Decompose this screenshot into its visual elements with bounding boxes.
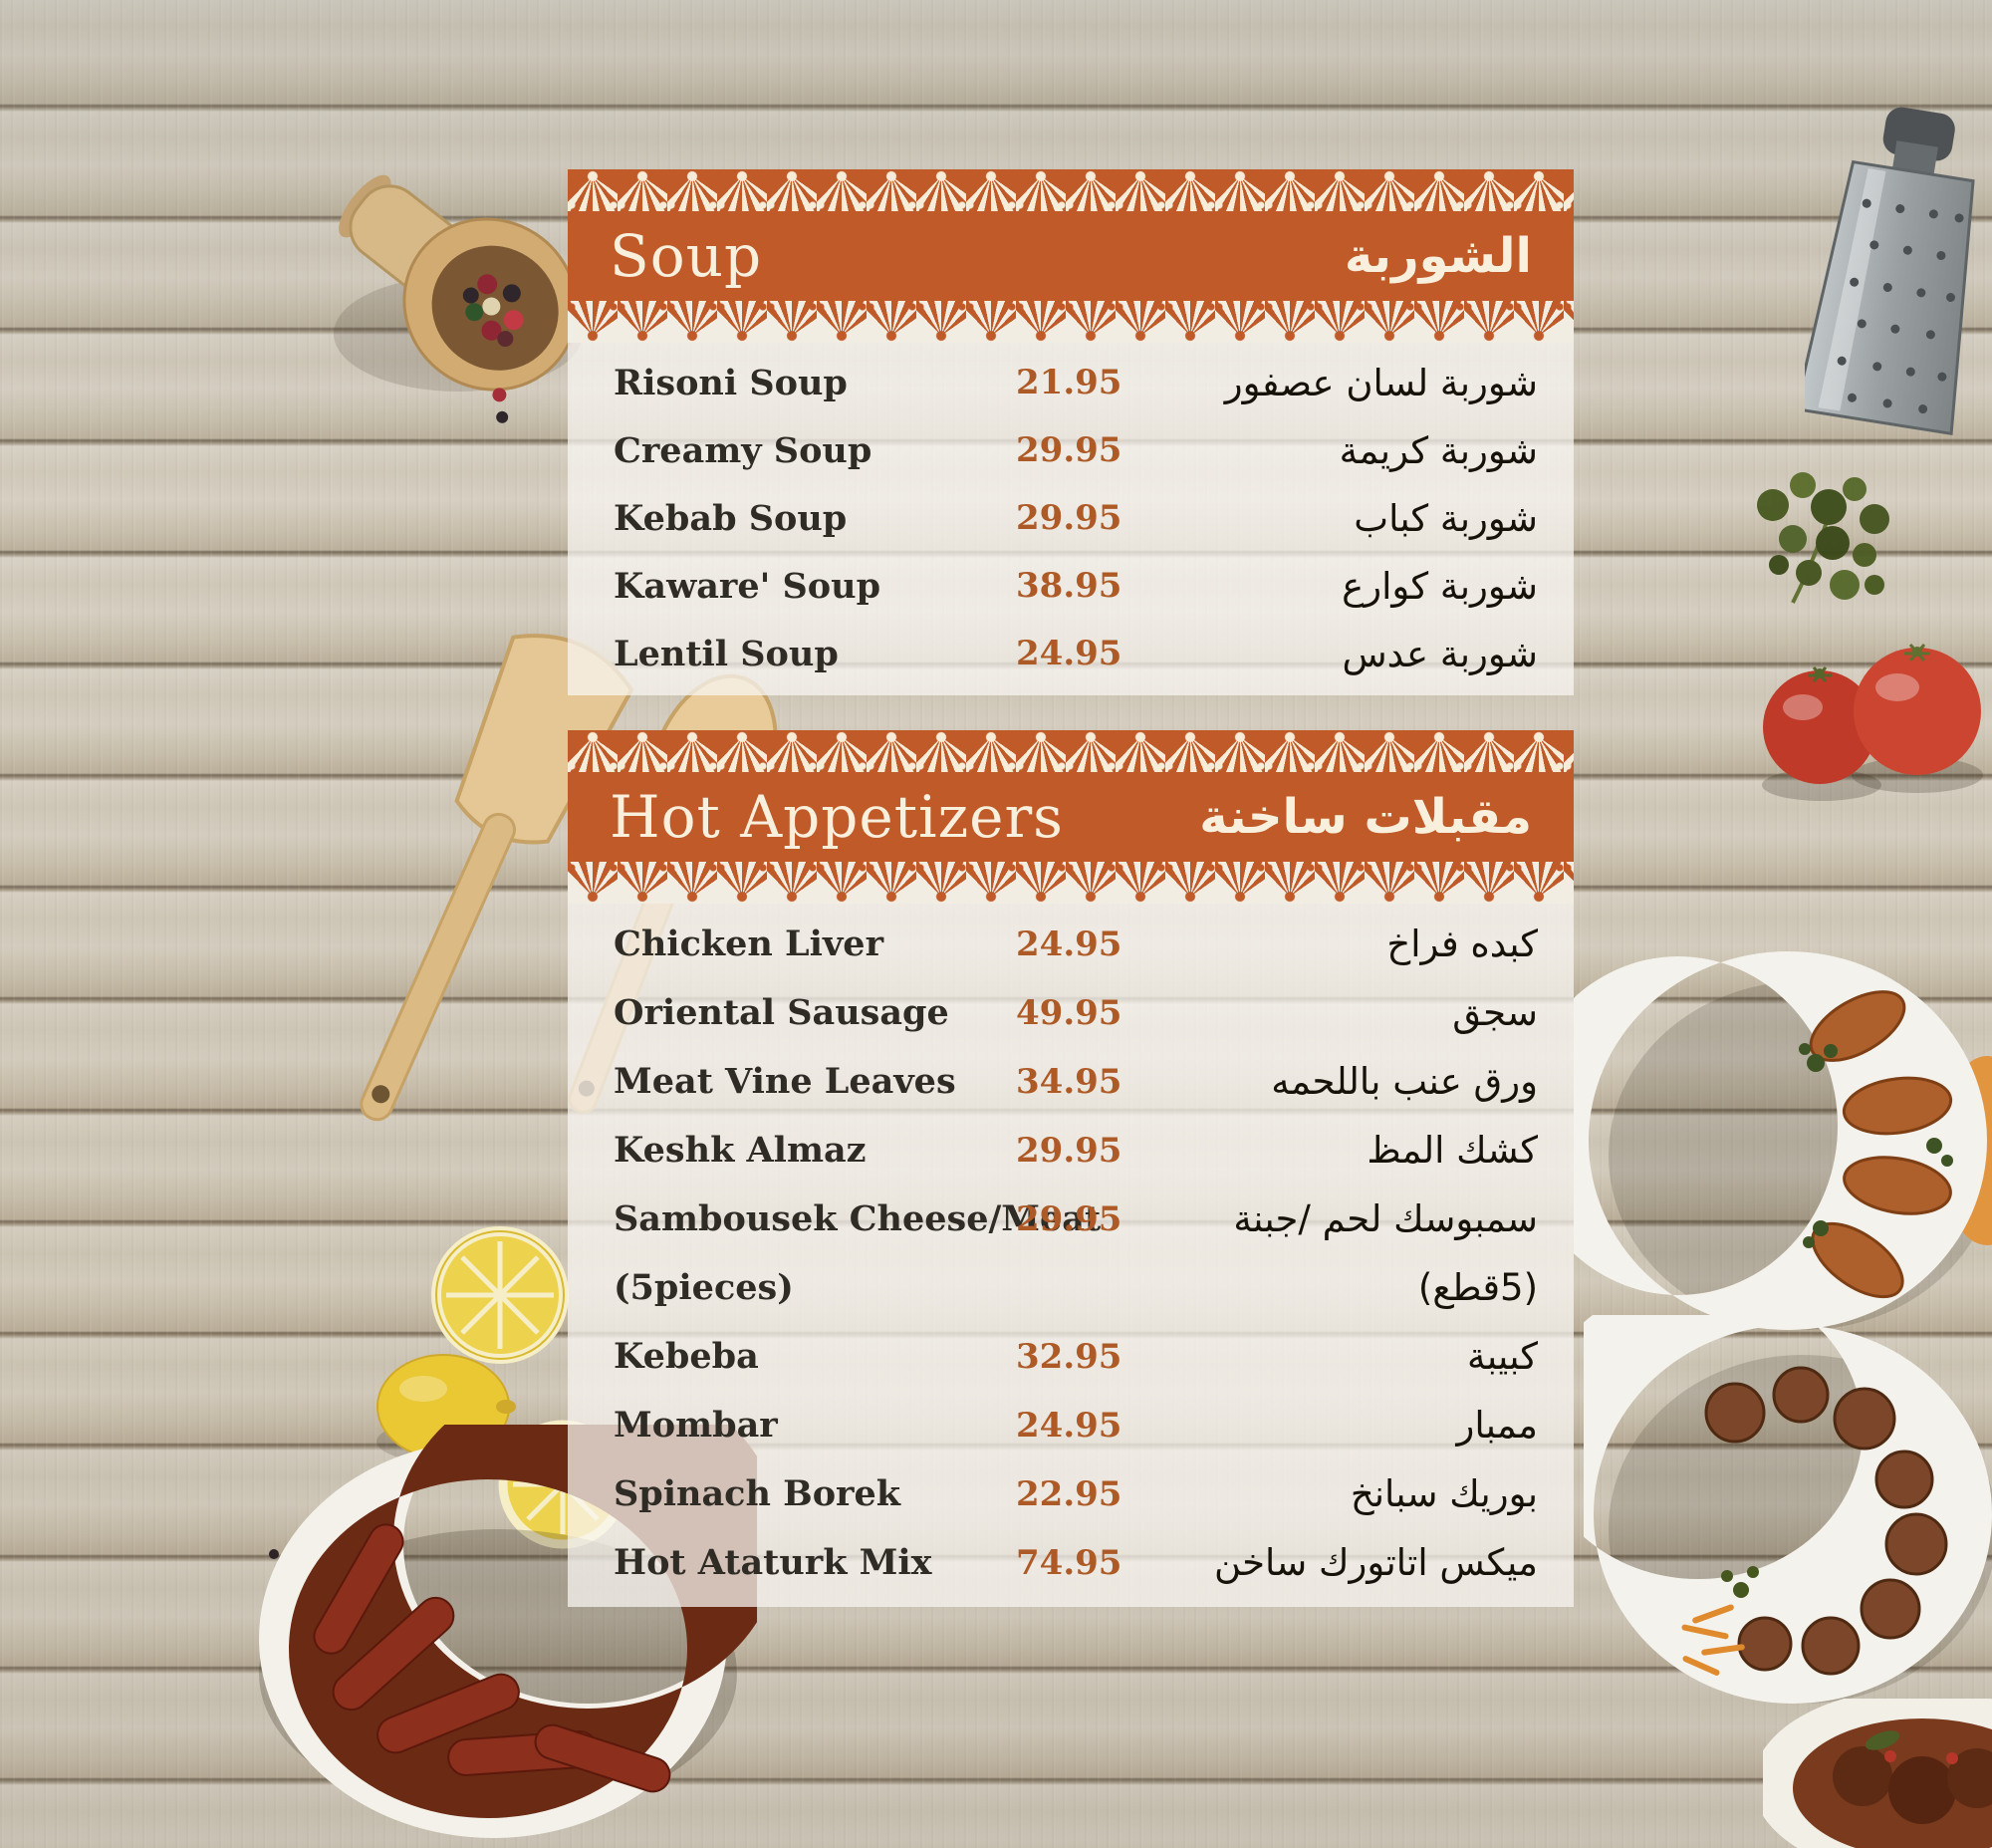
item-name-ar: شوربة عدس <box>1342 632 1538 675</box>
item-price: 29.95 <box>1016 1198 1122 1239</box>
menu-item-row: Chicken Liver 24.95 كبده فراخ <box>568 910 1574 978</box>
item-name-en: Lentil Soup <box>614 633 839 674</box>
item-name-ar: ميكس اتاتورك ساخن <box>1213 1541 1538 1584</box>
lace-border-bottom <box>568 301 1574 343</box>
item-price: 29.95 <box>1016 1130 1122 1171</box>
menu-item-row: Creamy Soup 29.95 شوربة كريمة <box>568 416 1574 484</box>
item-name-en: Creamy Soup <box>614 429 872 471</box>
menu-item-row: Risoni Soup 21.95 شوربة لسان عصفور <box>568 349 1574 416</box>
item-price: 32.95 <box>1016 1336 1122 1377</box>
item-price: 24.95 <box>1016 924 1122 964</box>
lace-border-bottom <box>568 862 1574 904</box>
item-name-en: Kebeba <box>614 1336 759 1377</box>
item-name-ar: شوربة لسان عصفور <box>1224 361 1538 404</box>
menu-item-row: Oriental Sausage 49.95 سجق <box>568 978 1574 1047</box>
item-name-en: Risoni Soup <box>614 362 848 403</box>
item-name-ar: بوريك سبانخ <box>1350 1472 1538 1515</box>
menu-item-row: Hot Ataturk Mix 74.95 ميكس اتاتورك ساخن <box>568 1528 1574 1597</box>
item-name-en: Kaware' Soup <box>614 565 881 607</box>
item-name-ar: ورق عنب باللحمه <box>1271 1060 1538 1103</box>
menu-item-row: Lentil Soup 24.95 شوربة عدس <box>568 620 1574 687</box>
menu-item-row: Kebeba 32.95 كبيبة <box>568 1322 1574 1391</box>
menu-item-row: Sambousek Cheese/Meat 29.95 سمبوسك لحم /… <box>568 1185 1574 1253</box>
item-price: 74.95 <box>1016 1542 1122 1583</box>
soup-section-header: Soup الشوربة <box>568 169 1574 343</box>
item-price: 38.95 <box>1016 566 1122 606</box>
item-name-ar: شوربة كوارع <box>1342 564 1538 608</box>
hot-appetizers-section-header: Hot Appetizers مقبلات ساخنة <box>568 730 1574 904</box>
lace-border-top <box>568 730 1574 772</box>
item-name-ar: (5قطع) <box>1417 1266 1538 1309</box>
item-name-ar: سجق <box>1452 991 1538 1034</box>
menu-item-row: Kebab Soup 29.95 شوربة كباب <box>568 484 1574 552</box>
item-name-ar: سمبوسك لحم /جبنة <box>1233 1197 1538 1240</box>
item-name-en: Oriental Sausage <box>614 992 949 1033</box>
item-name-en: Sambousek Cheese/Meat <box>614 1198 1102 1239</box>
menu-item-row: Keshk Almaz 29.95 كشك المظ <box>568 1116 1574 1185</box>
item-name-en: Chicken Liver <box>614 924 884 964</box>
item-price: 29.95 <box>1016 498 1122 538</box>
item-name-en: Mombar <box>614 1405 778 1446</box>
menu-item-continuation-row: (5pieces) (5قطع) <box>568 1253 1574 1322</box>
section-title-ar: الشوربة <box>1344 228 1532 284</box>
item-name-en: Spinach Borek <box>614 1473 900 1514</box>
menu-item-row: Kaware' Soup 38.95 شوربة كوارع <box>568 552 1574 620</box>
item-name-ar: كبيبة <box>1467 1335 1538 1378</box>
section-title-ar: مقبلات ساخنة <box>1199 789 1532 845</box>
section-title-en: Hot Appetizers <box>610 783 1064 851</box>
soup-items-panel: Risoni Soup 21.95 شوربة لسان عصفور Cream… <box>568 343 1574 695</box>
item-price: 29.95 <box>1016 430 1122 470</box>
item-name-ar: شوربة كريمة <box>1339 428 1538 472</box>
menu-item-row: Mombar 24.95 ممبار <box>568 1391 1574 1459</box>
item-name-en: Hot Ataturk Mix <box>614 1542 932 1583</box>
item-name-ar: ممبار <box>1456 1404 1538 1447</box>
hot-appetizers-items-panel: Chicken Liver 24.95 كبده فراخ Oriental S… <box>568 904 1574 1607</box>
item-name-en: Meat Vine Leaves <box>614 1061 956 1102</box>
item-price: 49.95 <box>1016 992 1122 1033</box>
item-name-ar: كبده فراخ <box>1386 923 1538 965</box>
lace-border-top <box>568 169 1574 211</box>
menu-item-row: Meat Vine Leaves 34.95 ورق عنب باللحمه <box>568 1047 1574 1116</box>
section-title-en: Soup <box>610 222 763 290</box>
item-name-en: Kebab Soup <box>614 497 848 539</box>
menu-item-row: Spinach Borek 22.95 بوريك سبانخ <box>568 1459 1574 1528</box>
item-price: 24.95 <box>1016 634 1122 673</box>
item-price: 24.95 <box>1016 1405 1122 1446</box>
item-name-ar: شوربة كباب <box>1354 496 1538 540</box>
item-name-en: Keshk Almaz <box>614 1130 867 1171</box>
item-price: 34.95 <box>1016 1061 1122 1102</box>
item-name-ar: كشك المظ <box>1367 1129 1538 1172</box>
item-price: 22.95 <box>1016 1473 1122 1514</box>
item-price: 21.95 <box>1016 363 1122 402</box>
item-name-en: (5pieces) <box>614 1267 794 1308</box>
